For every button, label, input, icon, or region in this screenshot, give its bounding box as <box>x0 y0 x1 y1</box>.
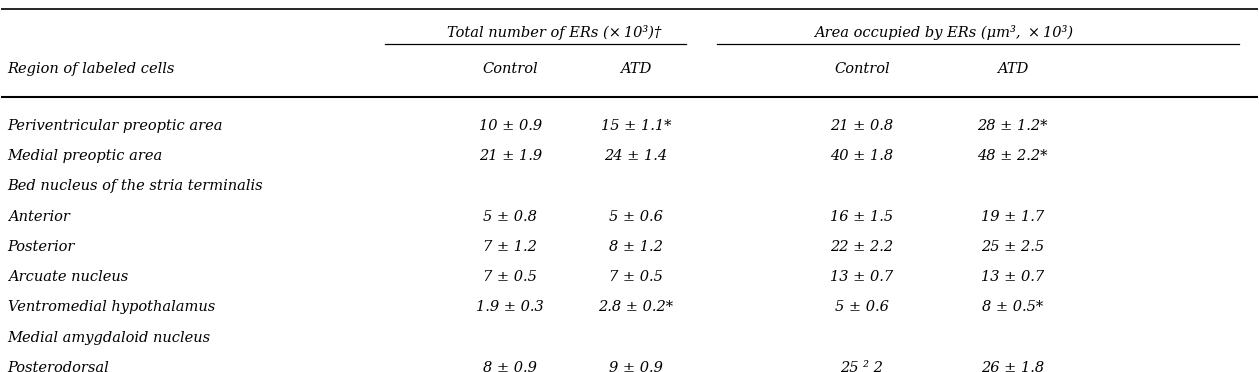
Text: 15 ± 1.1*: 15 ± 1.1* <box>601 119 671 133</box>
Text: ATD: ATD <box>997 62 1029 76</box>
Text: 9 ± 0.9: 9 ± 0.9 <box>609 361 662 372</box>
Text: 13 ± 0.7: 13 ± 0.7 <box>981 270 1044 284</box>
Text: Bed nucleus of the stria terminalis: Bed nucleus of the stria terminalis <box>8 179 263 193</box>
Text: 10 ± 0.9: 10 ± 0.9 <box>478 119 541 133</box>
Text: Total number of ERs (× 10³)†: Total number of ERs (× 10³)† <box>447 25 661 40</box>
Text: 21 ± 1.9: 21 ± 1.9 <box>478 149 541 163</box>
Text: 25 ± 2.5: 25 ± 2.5 <box>981 240 1044 254</box>
Text: 7 ± 0.5: 7 ± 0.5 <box>609 270 662 284</box>
Text: 5 ± 0.8: 5 ± 0.8 <box>483 210 538 224</box>
Text: 40 ± 1.8: 40 ± 1.8 <box>831 149 894 163</box>
Text: 5 ± 0.6: 5 ± 0.6 <box>609 210 662 224</box>
Text: 8 ± 0.5*: 8 ± 0.5* <box>982 300 1044 314</box>
Text: Ventromedial hypothalamus: Ventromedial hypothalamus <box>8 300 215 314</box>
Text: 8 ± 1.2: 8 ± 1.2 <box>609 240 662 254</box>
Text: ATD: ATD <box>621 62 651 76</box>
Text: Medial amygdaloid nucleus: Medial amygdaloid nucleus <box>8 330 210 344</box>
Text: 13 ± 0.7: 13 ± 0.7 <box>831 270 894 284</box>
Text: 8 ± 0.9: 8 ± 0.9 <box>483 361 538 372</box>
Text: Periventricular preoptic area: Periventricular preoptic area <box>8 119 223 133</box>
Text: 21 ± 0.8: 21 ± 0.8 <box>831 119 894 133</box>
Text: Posterior: Posterior <box>8 240 76 254</box>
Text: 19 ± 1.7: 19 ± 1.7 <box>981 210 1044 224</box>
Text: Medial preoptic area: Medial preoptic area <box>8 149 162 163</box>
Text: 22 ± 2.2: 22 ± 2.2 <box>831 240 894 254</box>
Text: Control: Control <box>835 62 890 76</box>
Text: 25 ² 2: 25 ² 2 <box>841 361 884 372</box>
Text: Posterodorsal: Posterodorsal <box>8 361 110 372</box>
Text: 28 ± 1.2*: 28 ± 1.2* <box>977 119 1047 133</box>
Text: 48 ± 2.2*: 48 ± 2.2* <box>977 149 1047 163</box>
Text: 7 ± 1.2: 7 ± 1.2 <box>483 240 538 254</box>
Text: Anterior: Anterior <box>8 210 69 224</box>
Text: Arcuate nucleus: Arcuate nucleus <box>8 270 128 284</box>
Text: 7 ± 0.5: 7 ± 0.5 <box>483 270 538 284</box>
Text: 1.9 ± 0.3: 1.9 ± 0.3 <box>476 300 544 314</box>
Text: 24 ± 1.4: 24 ± 1.4 <box>604 149 667 163</box>
Text: 26 ± 1.8: 26 ± 1.8 <box>981 361 1044 372</box>
Text: 16 ± 1.5: 16 ± 1.5 <box>831 210 894 224</box>
Text: 5 ± 0.6: 5 ± 0.6 <box>835 300 889 314</box>
Text: Area occupied by ERs (μm³, × 10³): Area occupied by ERs (μm³, × 10³) <box>815 25 1073 40</box>
Text: Control: Control <box>482 62 538 76</box>
Text: Region of labeled cells: Region of labeled cells <box>8 62 175 76</box>
Text: 2.8 ± 0.2*: 2.8 ± 0.2* <box>598 300 674 314</box>
